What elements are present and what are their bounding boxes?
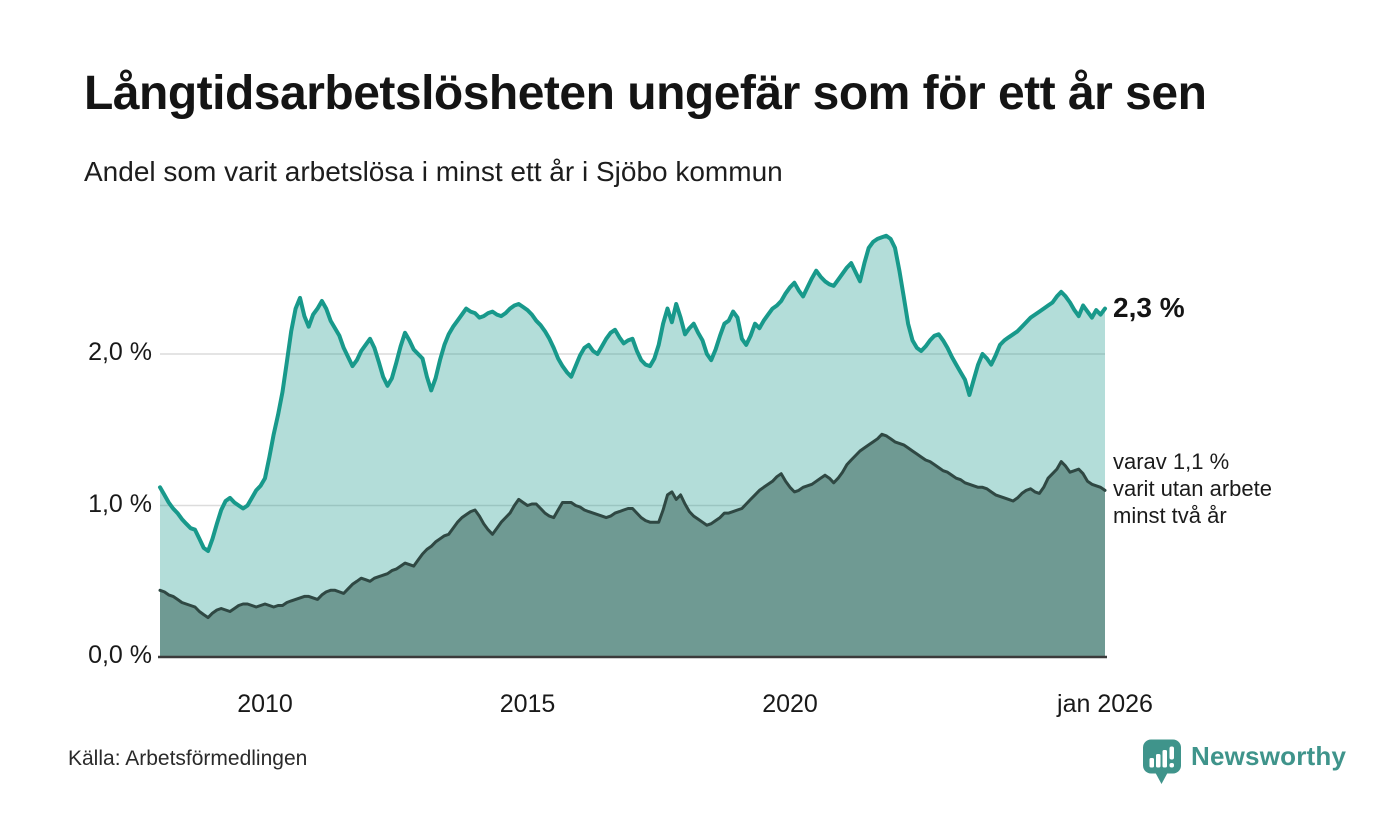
y-tick-1: 1,0 %	[88, 489, 152, 518]
source-attribution: Källa: Arbetsförmedlingen	[68, 747, 308, 770]
line-unemployed-one-year	[158, 233, 1107, 553]
page-title: Långtidsarbetslösheten ungefär som för e…	[84, 67, 1207, 120]
x-tick-jan-2026: jan 2026	[1057, 690, 1153, 718]
newsworthy-logo: Newsworthy	[1142, 738, 1346, 785]
newsworthy-logo-text: Newsworthy	[1191, 741, 1347, 771]
two-year-note-label: varav 1,1 % varit utan arbete minst två …	[1113, 449, 1272, 529]
x-tick-2010: 2010	[237, 690, 293, 718]
line-unemployed-two-years	[158, 432, 1107, 620]
x-tick-2015: 2015	[499, 690, 556, 718]
newsworthy-bubble-chart-icon	[1143, 739, 1181, 784]
area-unemployed-two-years	[160, 434, 1105, 657]
y-tick-0: 0,0 %	[88, 641, 152, 669]
y-tick-2: 2,0 %	[88, 338, 152, 366]
latest-value-label: 2,3 %	[1113, 291, 1185, 323]
x-tick-2020: 2020	[762, 690, 818, 718]
chart-subtitle: Andel som varit arbetslösa i minst ett å…	[84, 156, 783, 187]
